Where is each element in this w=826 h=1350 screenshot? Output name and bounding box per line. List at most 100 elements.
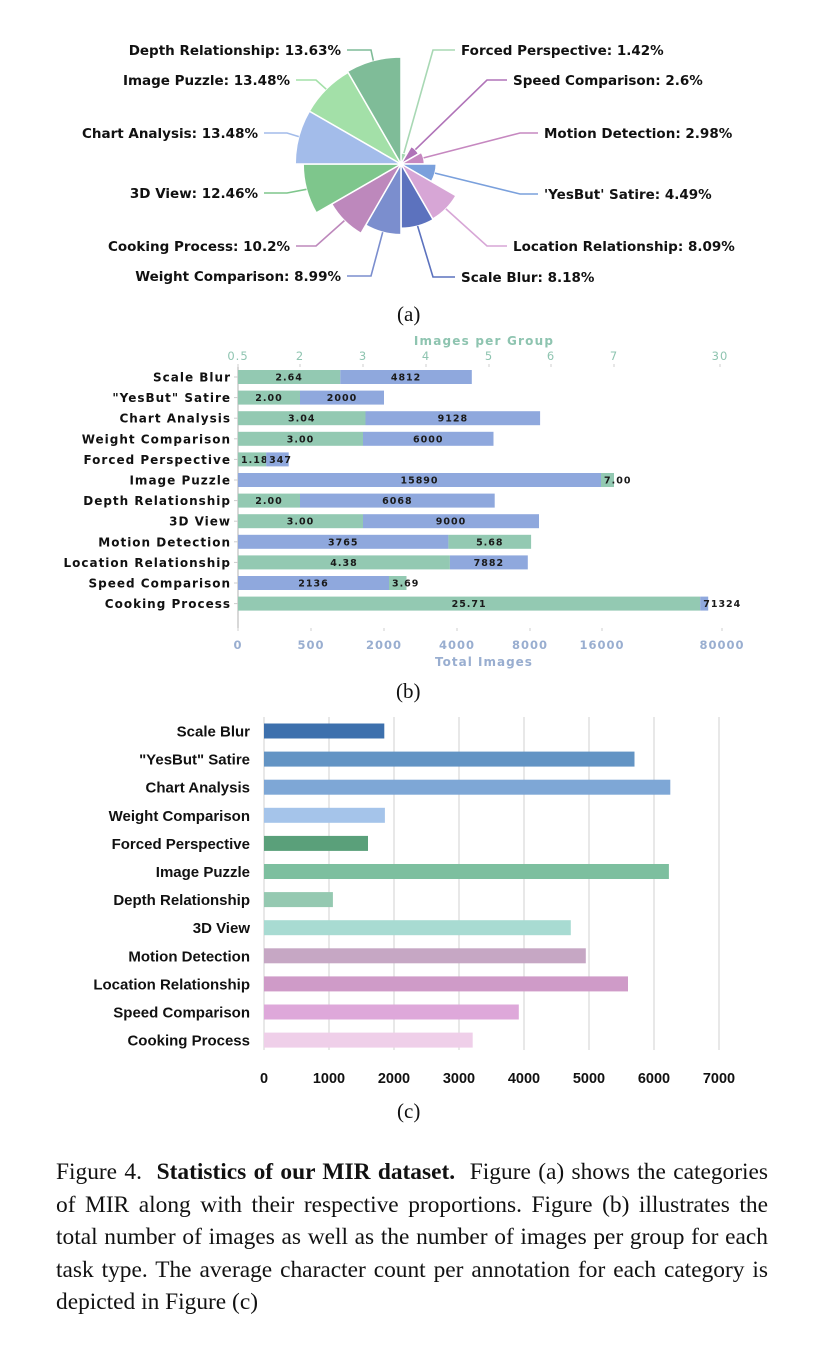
category-label-3d-view: 3D View	[193, 920, 251, 937]
bar-depth-relationship	[264, 892, 333, 908]
total-segment-label: 347	[269, 455, 292, 466]
total-segment-label: 3765	[328, 537, 358, 548]
group-segment-weight-comparison	[238, 431, 363, 446]
top-axis-tick-label: 2	[296, 349, 304, 363]
total-segment-label: 2136	[298, 579, 328, 590]
total-segment-3d-view	[363, 514, 539, 529]
total-segment-label: 71324	[703, 599, 741, 610]
category-label-location-relationship: Location Relationship	[93, 976, 250, 993]
bar-speed-comparison	[264, 1004, 519, 1020]
leader-line-scale-blur	[416, 225, 455, 278]
category-label-speed-comparison: Speed Comparison	[113, 1005, 250, 1022]
caption-title: Statistics of our MIR dataset.	[156, 1159, 456, 1185]
top-axis-tick-label: 4	[422, 349, 430, 363]
bar-image-puzzle	[264, 864, 669, 879]
leader-line-location-relationship	[445, 208, 507, 247]
x-tick-label: 2000	[378, 1071, 410, 1087]
bottom-axis-tick-label: 80000	[699, 638, 744, 652]
total-segment-label: 4812	[391, 373, 421, 384]
category-label-depth-relationship: Depth Relationship	[113, 892, 250, 909]
group-segment-label: 3.69	[392, 579, 419, 590]
leader-line-chart-analysis	[264, 132, 300, 138]
group-segment-image-puzzle	[601, 473, 614, 487]
group-segment-label: 7.00	[604, 476, 631, 487]
leader-line-weight-comparison	[347, 231, 384, 277]
stacked-bar-chart: Images per Group 0.5 2 3 4 5 6 7 30 0 500 2000 4000 8…	[63, 334, 744, 669]
bottom-axis-tick-label: 500	[297, 638, 324, 652]
bar-chart-analysis	[264, 779, 671, 795]
x-tick-label: 5000	[573, 1071, 605, 1087]
sub-label-a: (a)	[397, 302, 421, 326]
slice-label-3d-view: 3D View: 12.46%	[130, 186, 259, 202]
x-tick-label: 6000	[638, 1071, 670, 1087]
total-segment-location-relationship	[449, 555, 528, 570]
category-label-location-relationship: Location Relationship	[63, 556, 231, 570]
total-segment-weight-comparison	[363, 431, 494, 446]
category-label-weight-comparison: Weight Comparison	[109, 808, 250, 825]
sub-label-b: (b)	[396, 679, 421, 703]
leader-line-cooking-process	[296, 220, 345, 247]
slice-label-chart-analysis: Chart Analysis: 13.48%	[82, 126, 259, 142]
slice-label-motion-detection: Motion Detection: 2.98%	[544, 126, 733, 142]
leader-line-speed-comparison	[414, 79, 507, 151]
category-label-motion-detection: Motion Detection	[128, 948, 250, 965]
group-segment-yesbut-satire	[238, 390, 300, 405]
group-segment-label: 2.64	[275, 373, 302, 384]
total-segment-label: 9000	[436, 517, 466, 528]
total-segment-label: 6068	[382, 496, 412, 507]
total-segment-label: 7882	[474, 558, 504, 569]
category-label-image-puzzle: Image Puzzle	[129, 474, 231, 488]
category-label-yesbut-satire: "YesBut" Satire	[112, 391, 231, 405]
group-segment-cooking-process	[238, 596, 701, 611]
total-segment-speed-comparison	[238, 576, 389, 590]
leader-line-yesbut-satire	[434, 172, 538, 195]
category-label-cooking-process: Cooking Process	[127, 1033, 250, 1050]
character-count-bar-chart: 0 1000 2000 3000 4000 5000 6000 7000 Scale Blur "…	[93, 717, 735, 1087]
category-label-speed-comparison: Speed Comparison	[89, 577, 231, 591]
bar-yesbut-satire	[264, 751, 635, 767]
bottom-axis-tick-label: 4000	[439, 638, 475, 652]
leader-line-motion-detection	[423, 132, 538, 159]
category-label-image-puzzle: Image Puzzle	[156, 864, 250, 881]
category-label-depth-relationship: Depth Relationship	[83, 494, 231, 508]
bar-location-relationship	[264, 976, 628, 992]
figure-caption: Figure 4. Statistics of our MIR dataset.…	[56, 1156, 768, 1319]
group-segment-label: 2.00	[255, 393, 282, 404]
x-tick-label: 7000	[703, 1071, 735, 1087]
slice-label-forced-perspective: Forced Perspective: 1.42%	[461, 43, 664, 59]
top-axis-tick-label: 0.5	[227, 349, 248, 363]
caption-prefix: Figure 4.	[56, 1159, 142, 1185]
group-segment-chart-analysis	[238, 411, 366, 426]
group-segment-location-relationship	[238, 555, 450, 570]
x-tick-label: 1000	[313, 1071, 345, 1087]
slice-label-depth-relationship: Depth Relationship: 13.63%	[129, 43, 342, 59]
bottom-axis-tick-label: 8000	[512, 638, 548, 652]
group-segment-label: 4.38	[330, 558, 357, 569]
leader-line-depth-relationship	[347, 49, 375, 61]
bar-forced-perspective	[264, 835, 368, 851]
group-segment-label: 3.04	[288, 414, 315, 425]
group-segment-speed-comparison	[389, 576, 407, 590]
category-label-3d-view: 3D View	[169, 515, 231, 529]
bar-scale-blur	[264, 723, 385, 739]
total-segment-label: 9128	[438, 414, 468, 425]
slice-label-speed-comparison: Speed Comparison: 2.6%	[513, 73, 703, 89]
slice-label-yesbut-satire: 'YesBut' Satire: 4.49%	[544, 187, 712, 203]
total-segment-label: 6000	[413, 434, 443, 445]
total-segment-scale-blur	[340, 370, 472, 384]
total-segment-chart-analysis	[365, 411, 541, 426]
group-segment-forced-perspective	[238, 452, 267, 467]
top-axis-tick-label: 30	[712, 349, 729, 363]
slice-label-cooking-process: Cooking Process: 10.2%	[108, 239, 290, 255]
total-segment-label: 15890	[400, 476, 438, 487]
total-segment-cooking-process	[700, 596, 709, 611]
total-segment-label: 2000	[327, 393, 357, 404]
top-axis-title: Images per Group	[414, 334, 554, 348]
total-segment-image-puzzle	[238, 473, 601, 487]
group-segment-label: 3.00	[287, 434, 314, 445]
bar-3d-view	[264, 920, 571, 936]
leader-line-forced-perspective	[403, 49, 455, 154]
group-segment-motion-detection	[448, 534, 532, 549]
group-segment-label: 25.71	[452, 599, 487, 610]
bar-cooking-process	[264, 1032, 473, 1048]
